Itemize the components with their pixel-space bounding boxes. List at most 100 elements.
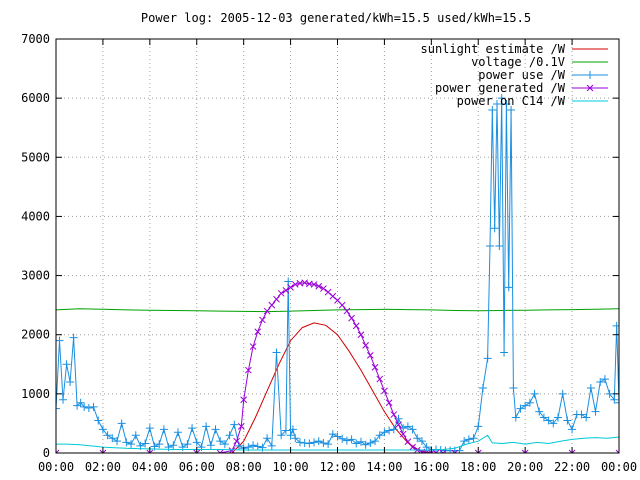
data-point: [366, 352, 374, 359]
data-point: [403, 422, 412, 431]
data-point: [220, 440, 229, 449]
data-point: [474, 422, 483, 431]
data-point: [56, 404, 60, 413]
series-line: [231, 322, 432, 453]
data-point: [263, 307, 271, 315]
x-tick-label: 20:00: [507, 460, 543, 474]
x-tick-label: 06:00: [179, 460, 215, 474]
data-point: [305, 439, 314, 448]
data-point: [324, 440, 333, 449]
data-point: [287, 284, 294, 291]
legend-label: power generated /W: [435, 81, 566, 95]
series-sunlight-estimate-w: [231, 322, 432, 453]
data-point: [417, 437, 426, 446]
data-point: [173, 428, 182, 437]
data-point: [612, 321, 619, 330]
data-point: [127, 440, 136, 449]
data-point: [511, 413, 520, 422]
data-point: [563, 416, 572, 425]
series-line: [56, 434, 619, 451]
data-point: [145, 424, 154, 433]
data-point: [94, 416, 103, 425]
data-point: [539, 413, 548, 422]
y-tick-label: 2000: [21, 328, 50, 342]
data-point: [122, 438, 131, 447]
data-point: [319, 438, 328, 447]
x-axis-tick-labels: 00:00 02:00 04:00 06:00 08:00 10:00 12:00 14:00…: [38, 460, 637, 474]
data-point: [490, 224, 499, 233]
data-point: [254, 328, 262, 336]
data-point: [202, 422, 211, 431]
data-point: [605, 389, 614, 398]
x-tick-label: 12:00: [319, 460, 355, 474]
data-point: [549, 419, 558, 428]
data-point: [577, 410, 586, 419]
y-tick-label: 6000: [21, 91, 50, 105]
data-point: [509, 383, 518, 392]
data-point: [404, 438, 412, 446]
data-point: [568, 425, 577, 434]
series-power-on-c14-w: [56, 434, 619, 451]
data-point: [310, 281, 318, 288]
data-point: [76, 398, 85, 407]
data-point: [474, 449, 482, 453]
data-point: [497, 94, 506, 103]
data-point: [357, 331, 365, 339]
data-point: [300, 438, 309, 447]
data-point: [249, 343, 257, 350]
data-point: [395, 421, 402, 428]
data-point: [408, 425, 417, 434]
data-point: [89, 402, 98, 411]
data-point: [259, 316, 266, 324]
data-point: [504, 283, 513, 292]
y-tick-label: 7000: [21, 32, 50, 46]
x-tick-label: 02:00: [85, 460, 121, 474]
data-point: [485, 242, 494, 250]
data-point: [193, 449, 201, 453]
data-point: [582, 413, 591, 422]
data-point: [320, 285, 327, 292]
legend-label: power on C14 /W: [457, 94, 566, 108]
data-point: [371, 363, 379, 371]
data-point: [230, 420, 239, 429]
data-point: [356, 437, 365, 446]
x-tick-label: 00:00: [601, 460, 637, 474]
chart-title: Power log: 2005-12-03 generated/kWh=15.5…: [141, 11, 531, 25]
data-point: [211, 425, 220, 434]
data-point: [385, 399, 393, 407]
y-tick-label: 0: [43, 446, 50, 460]
data-point: [192, 438, 201, 447]
data-point: [272, 348, 281, 357]
data-point: [366, 438, 375, 447]
series-layer: [56, 94, 619, 453]
data-point: [385, 426, 394, 435]
data-point: [245, 366, 252, 374]
data-point: [399, 430, 407, 438]
data-point: [596, 378, 605, 387]
data-point: [188, 424, 197, 433]
data-point: [500, 348, 509, 357]
data-point: [502, 100, 511, 109]
data-point: [521, 401, 530, 410]
data-point: [84, 404, 93, 413]
data-point: [267, 441, 276, 450]
data-point: [159, 425, 168, 434]
data-point: [249, 441, 258, 450]
data-point: [66, 378, 75, 387]
data-point: [56, 336, 64, 345]
x-tick-label: 00:00: [38, 460, 74, 474]
data-point: [439, 449, 447, 453]
data-point: [554, 413, 563, 422]
data-point: [488, 105, 497, 114]
data-point: [342, 436, 351, 445]
data-point: [216, 437, 225, 446]
data-point: [263, 434, 272, 443]
x-tick-label: 14:00: [366, 460, 402, 474]
data-point: [615, 449, 619, 453]
data-point: [380, 428, 389, 437]
data-point: [568, 449, 576, 453]
data-point: [98, 425, 107, 434]
data-point: [525, 398, 534, 407]
